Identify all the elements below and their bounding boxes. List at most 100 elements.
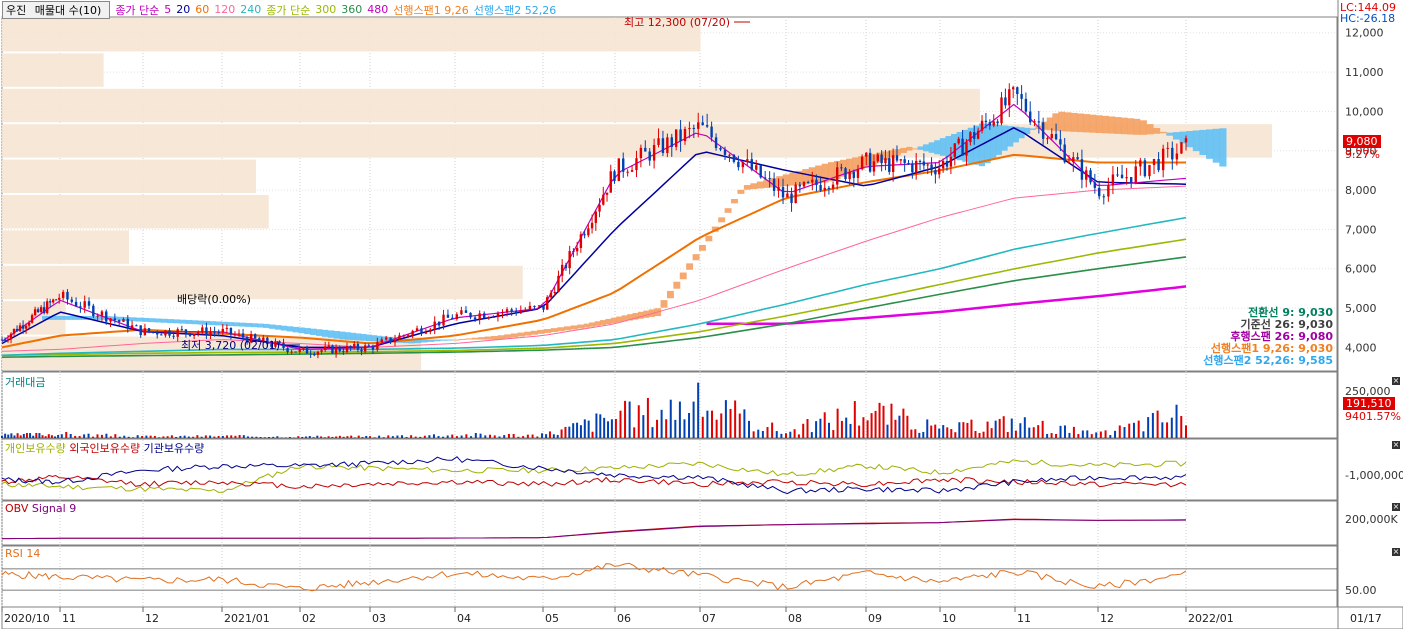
ichimoku-readout: 전환선 9: 9,030 [1248,305,1333,319]
candle-body [528,305,532,310]
ichimoku-cloud-segment [679,272,687,280]
ichimoku-cloud-segment [900,147,907,153]
candle-body [172,335,175,337]
ichimoku-cloud-segment [344,332,351,340]
candle-body [884,158,887,164]
volume-bar [19,435,22,438]
volume-bar [775,431,778,438]
candle-body [79,306,82,308]
volume-bar [1059,425,1062,438]
volume-bar [780,433,783,438]
candle-body [27,322,31,326]
close-rsi-panel-icon[interactable]: × [1392,547,1400,556]
ichimoku-cloud-segment [245,322,252,327]
candle-body [460,310,463,315]
close-volume-panel-icon[interactable]: × [1392,376,1400,385]
ichimoku-cloud-segment [304,328,311,335]
close-holdings-panel-icon[interactable]: × [1392,440,1400,449]
ichimoku-cloud-segment [517,332,525,337]
volume-bar [192,436,195,438]
candle-body [225,327,229,329]
ichimoku-cloud-segment [185,320,193,324]
volume-bar [29,433,32,438]
ichimoku-cloud-segment [154,318,162,323]
volume-bar [280,437,283,438]
candle-body [973,132,976,139]
volume-bar [579,425,582,438]
volume-bar [38,433,41,438]
ichimoku-cloud-segment [360,333,367,341]
ichimoku-cloud-segment [984,123,991,164]
ma-120-line [1,185,1187,352]
volume-bar [982,431,985,438]
ichimoku-cloud-segment [433,339,441,342]
ichimoku-cloud-segment [55,315,60,320]
ichimoku-cloud-segment [557,327,565,332]
volume-bar [92,436,95,438]
volume-bar [1185,425,1187,438]
ichimoku-cloud-segment [995,124,1002,155]
hc-readout: HC:-26.18 [1340,12,1396,25]
candle-body [1175,153,1179,160]
candle-body [473,317,477,320]
candle-body [1011,87,1015,90]
volume-bar [583,419,586,438]
candle-body [113,318,117,321]
ichimoku-cloud-segment [743,185,751,190]
volume-panel-frame [1,371,1338,439]
ichimoku-cloud-segment [1001,125,1008,151]
volume-bar [1,435,3,438]
volume-bar [729,408,732,438]
ichimoku-cloud-segment [510,333,519,338]
volume-bar [288,437,291,438]
volume-bar [41,435,44,438]
candle-body [674,129,678,147]
candle-body [860,156,864,170]
candle-body [1046,138,1049,140]
ichimoku-cloud-segment [1179,131,1187,144]
candle-body [407,335,410,337]
candle-body [1037,121,1041,123]
ichimoku-cloud-segment [632,312,639,320]
volume-bar [564,426,567,438]
candle-body [976,130,980,139]
volume-bar [162,436,165,438]
ichimoku-cloud-segment [673,281,681,289]
ichimoku-cloud-segment [1172,132,1181,140]
candle-body [794,184,797,203]
candle-body [626,171,629,173]
candle-body [334,347,338,354]
candle-body [327,345,331,347]
ichimoku-cloud-segment [209,321,217,326]
candle-body [54,299,58,301]
ma-240: 240 [240,3,262,16]
ichimoku-cloud-segment [117,316,124,321]
holdings-legend-foreign: 외국인보유수량 [69,442,141,455]
candle-body [492,316,495,318]
candle-body [732,154,736,162]
candle-body [433,321,436,330]
candle-body [755,165,758,170]
volume-bar [853,401,856,438]
volume-bar [226,435,229,438]
volume-bar [284,437,287,438]
candle-body [176,329,179,337]
volume-bar [819,418,822,438]
volume-bar [603,417,606,438]
volume-bar [1014,430,1017,438]
rsi-tick-label: 50.00 [1345,584,1377,597]
candle-body [57,297,61,300]
candle-body [3,339,7,341]
ichimoku-cloud-segment [1083,114,1091,133]
candle-body [1089,170,1092,183]
stock-name-box[interactable]: 우진 매물대 수(10) [2,0,111,19]
volume-bar [761,430,764,438]
ichimoku-cloud-segment [594,321,601,326]
volume-bar [297,436,300,438]
volume-bar [209,435,212,438]
volume-bar [1023,417,1026,438]
close-obv-panel-icon[interactable]: × [1392,502,1400,511]
candle-body [1161,148,1165,171]
